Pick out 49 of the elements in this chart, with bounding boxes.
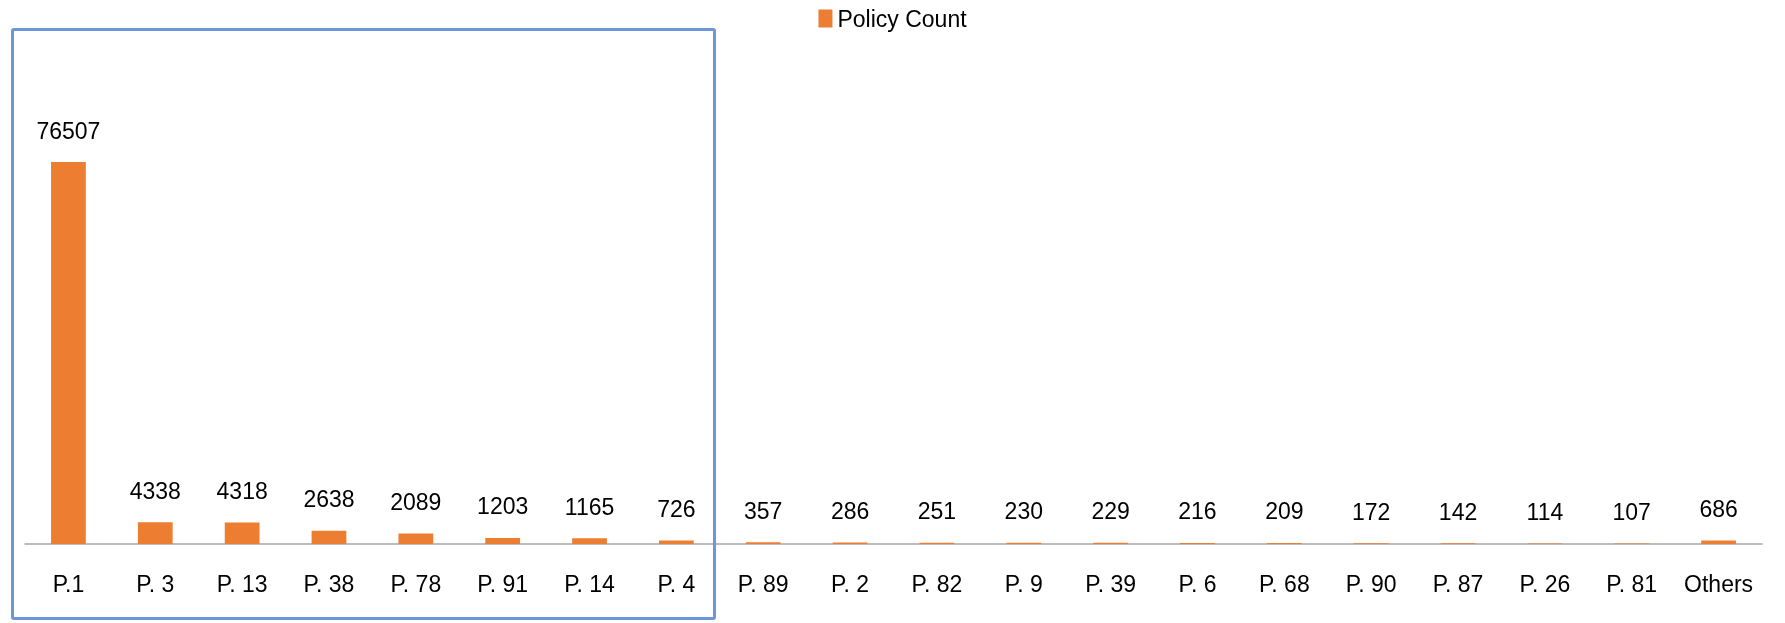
x-tick-label: P. 13 [216, 570, 268, 597]
data-label: 4338 [129, 477, 181, 504]
x-tick-label: P. 9 [1004, 570, 1043, 597]
data-label: 172 [1351, 498, 1391, 525]
data-label: 216 [1178, 498, 1217, 525]
data-label: 107 [1612, 498, 1651, 525]
x-tick-label: P. 90 [1345, 570, 1397, 597]
bar [51, 162, 86, 544]
data-label: 230 [1004, 498, 1043, 525]
x-tick-label: P. 81 [1606, 570, 1658, 597]
data-label: 1203 [477, 493, 529, 520]
x-tick-label: P. 89 [737, 570, 789, 597]
x-tick-label: P. 91 [477, 570, 529, 597]
x-tick-label: P. 6 [1178, 570, 1217, 597]
data-label: 726 [657, 495, 696, 522]
x-tick-label: P. 14 [564, 570, 616, 597]
data-label: 286 [830, 498, 870, 525]
x-tick-label: P. 26 [1519, 570, 1571, 597]
x-tick-label: P. 82 [911, 570, 963, 597]
bar [398, 533, 434, 544]
x-tick-label: P. 68 [1258, 570, 1310, 597]
x-tick-label: P.1 [52, 570, 85, 597]
x-tick-label: P. 2 [831, 570, 870, 597]
bar [659, 540, 694, 544]
data-label: 114 [1526, 498, 1564, 525]
data-label: 2638 [303, 486, 355, 513]
data-label: 2089 [390, 489, 442, 516]
x-tick-label: P. 39 [1085, 570, 1136, 597]
data-label: 4318 [216, 477, 268, 504]
data-label: 1165 [564, 493, 615, 520]
x-tick-label: P. 87 [1432, 570, 1484, 597]
data-label: 229 [1091, 498, 1130, 525]
bar [485, 537, 521, 544]
data-label: 142 [1438, 498, 1478, 525]
bar [311, 530, 347, 544]
bar [572, 538, 607, 544]
bar [224, 522, 260, 544]
x-tick-label: P. 3 [136, 570, 175, 597]
data-label: 209 [1265, 498, 1304, 525]
x-tick-label: P. 38 [303, 570, 355, 597]
bar [137, 522, 173, 544]
data-label: 76507 [36, 117, 101, 144]
data-label: 357 [744, 497, 783, 524]
x-tick-label: P. 78 [390, 570, 442, 597]
data-label: 686 [1699, 496, 1738, 523]
x-tick-label: Others [1684, 570, 1754, 597]
x-tick-label: P. 4 [657, 570, 696, 597]
data-label: 251 [917, 498, 957, 525]
legend-label: Policy Count [837, 5, 968, 32]
